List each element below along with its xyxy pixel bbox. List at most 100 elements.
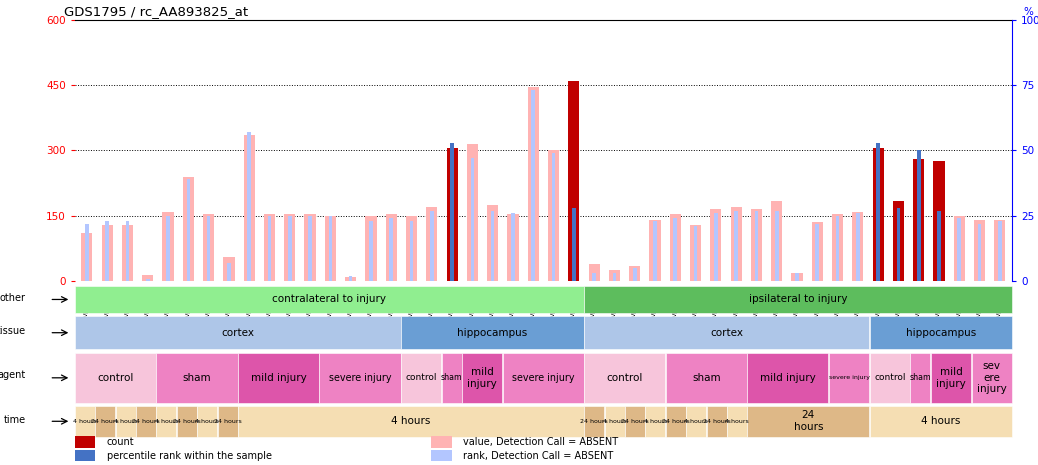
Text: 4 hours: 4 hours <box>726 419 748 424</box>
Bar <box>910 352 930 403</box>
Bar <box>325 216 336 281</box>
Bar <box>247 132 251 281</box>
Bar <box>427 207 437 281</box>
Bar <box>816 224 819 281</box>
Text: GDS1795 / rc_AA893825_at: GDS1795 / rc_AA893825_at <box>63 6 248 18</box>
Text: 4 hours: 4 hours <box>391 416 431 426</box>
Bar <box>431 436 452 448</box>
Bar <box>775 211 778 281</box>
Bar <box>686 405 706 437</box>
Bar <box>957 219 961 281</box>
Bar <box>511 213 515 281</box>
Bar <box>401 316 584 349</box>
Text: control: control <box>406 373 437 382</box>
Bar <box>852 212 864 281</box>
Bar <box>238 352 319 403</box>
Text: tissue: tissue <box>0 326 25 336</box>
Bar <box>401 352 441 403</box>
Bar <box>836 216 840 281</box>
Bar <box>75 286 584 313</box>
Bar <box>308 216 311 281</box>
Text: 4 hours: 4 hours <box>684 419 708 424</box>
Text: other: other <box>0 293 25 303</box>
Text: 4 hours: 4 hours <box>195 419 219 424</box>
Bar <box>954 216 965 281</box>
Bar <box>157 405 176 437</box>
Bar <box>609 271 620 281</box>
Text: sham: sham <box>183 373 212 383</box>
Bar <box>329 216 332 281</box>
Text: 24 hours: 24 hours <box>214 419 242 424</box>
Bar <box>646 405 665 437</box>
Text: mild injury: mild injury <box>250 373 306 383</box>
Bar <box>349 276 353 281</box>
Bar <box>876 143 880 281</box>
Bar <box>527 87 539 281</box>
Bar <box>187 179 190 281</box>
Bar <box>933 161 945 281</box>
Bar <box>747 352 828 403</box>
Bar <box>146 279 149 281</box>
Bar <box>183 177 194 281</box>
Bar <box>832 214 843 281</box>
Bar <box>491 211 494 281</box>
Bar <box>166 216 170 281</box>
Text: sham: sham <box>909 373 931 382</box>
Bar <box>693 226 698 281</box>
Bar <box>584 286 1012 313</box>
Bar <box>531 90 535 281</box>
Bar <box>386 214 397 281</box>
Bar <box>913 159 924 281</box>
Bar <box>75 450 95 461</box>
Text: hippocampus: hippocampus <box>458 328 527 338</box>
Bar <box>467 144 477 281</box>
Bar <box>102 225 113 281</box>
Bar <box>502 352 584 403</box>
Bar <box>568 80 579 281</box>
Bar <box>288 216 292 281</box>
Bar <box>142 275 154 281</box>
Bar <box>589 264 600 281</box>
Bar <box>674 219 677 281</box>
Text: 24 hours: 24 hours <box>132 419 160 424</box>
Bar <box>508 214 519 281</box>
Bar <box>771 200 783 281</box>
Bar <box>126 221 130 281</box>
Bar <box>95 405 115 437</box>
Text: value, Detection Call = ABSENT: value, Detection Call = ABSENT <box>463 437 618 447</box>
Text: sham: sham <box>692 373 720 383</box>
Text: mild injury: mild injury <box>760 373 816 383</box>
Bar <box>487 205 498 281</box>
Text: mild
injury: mild injury <box>467 367 497 389</box>
Bar <box>870 352 910 403</box>
Bar <box>633 268 636 281</box>
Text: control: control <box>98 373 134 383</box>
Bar <box>734 211 738 281</box>
Bar <box>106 221 109 281</box>
Bar <box>931 352 972 403</box>
Text: 24 hours: 24 hours <box>621 419 649 424</box>
Bar <box>136 405 156 437</box>
Bar <box>304 214 316 281</box>
Bar <box>612 273 617 281</box>
Bar <box>584 316 869 349</box>
Bar <box>75 436 95 448</box>
Bar <box>430 211 434 281</box>
Text: count: count <box>107 437 134 447</box>
Bar <box>873 148 883 281</box>
Text: 24 hours: 24 hours <box>662 419 689 424</box>
Text: 4 hours: 4 hours <box>155 419 179 424</box>
Bar <box>856 213 859 281</box>
Bar <box>665 352 747 403</box>
Bar <box>707 405 727 437</box>
Text: 4 hours: 4 hours <box>603 419 627 424</box>
Bar <box>548 151 559 281</box>
Bar <box>791 272 802 281</box>
Bar <box>121 225 133 281</box>
Text: %: % <box>1023 7 1033 17</box>
Bar <box>665 405 686 437</box>
Bar <box>85 224 88 281</box>
Text: 24 hours: 24 hours <box>91 419 119 424</box>
Text: cortex: cortex <box>710 328 743 338</box>
Text: 4 hours: 4 hours <box>921 416 960 426</box>
